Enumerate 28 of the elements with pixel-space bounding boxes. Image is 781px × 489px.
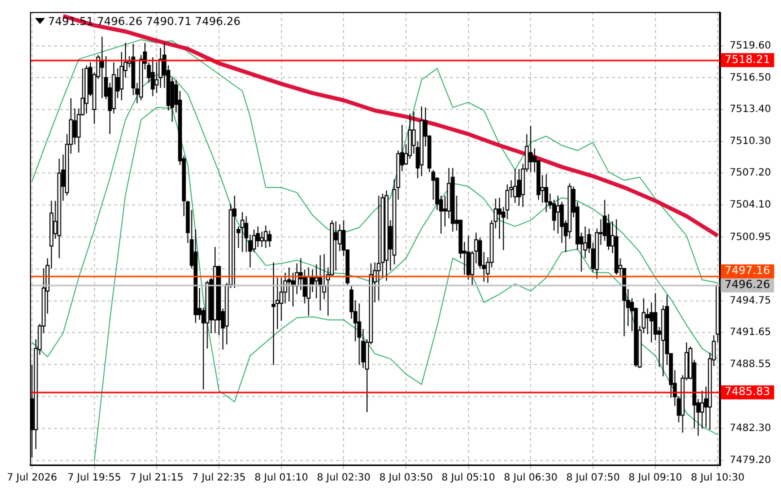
x-tick-label: 8 Jul 05:10 xyxy=(442,472,496,484)
y-tick-label: 7488.55 xyxy=(730,359,772,370)
x-tick-label: 8 Jul 01:10 xyxy=(254,472,308,484)
x-tick-label: 7 Jul 2026 xyxy=(6,472,58,484)
y-tick-label: 7494.75 xyxy=(730,295,772,306)
y-tick-label: 7500.95 xyxy=(730,232,772,243)
y-tick-label: 7504.10 xyxy=(730,199,772,210)
x-tick-label: 8 Jul 09:10 xyxy=(628,472,682,484)
x-tick-label: 8 Jul 03:50 xyxy=(379,472,433,484)
x-tick-label: 7 Jul 21:15 xyxy=(130,472,184,484)
y-tick-label: 7513.40 xyxy=(730,104,772,116)
y-tick-label: 7491.65 xyxy=(730,327,772,338)
y-tick-label: 7519.60 xyxy=(730,40,772,52)
y-tick-label: 7507.20 xyxy=(730,168,772,179)
x-tick-label: 7 Jul 19:55 xyxy=(67,472,122,484)
x-tick-label: 8 Jul 06:30 xyxy=(504,472,558,484)
ref-line-label: 7518.21 xyxy=(724,52,770,66)
y-tick-label: 7479.20 xyxy=(730,454,772,466)
x-tick-label: 8 Jul 10:30 xyxy=(690,472,745,484)
ref-line-label: 7485.83 xyxy=(724,385,770,398)
ref-line-label: 7497.16 xyxy=(724,264,770,278)
y-tick-label: 7516.50 xyxy=(730,72,772,84)
x-tick-label: 7 Jul 22:35 xyxy=(192,472,246,484)
ref-line-label: 7496.26 xyxy=(724,278,770,292)
x-tick-label: 8 Jul 02:30 xyxy=(316,472,370,484)
y-tick-label: 7510.30 xyxy=(730,136,772,147)
y-tick-label: 7482.30 xyxy=(730,423,772,434)
x-tick-label: 8 Jul 07:50 xyxy=(566,472,620,484)
